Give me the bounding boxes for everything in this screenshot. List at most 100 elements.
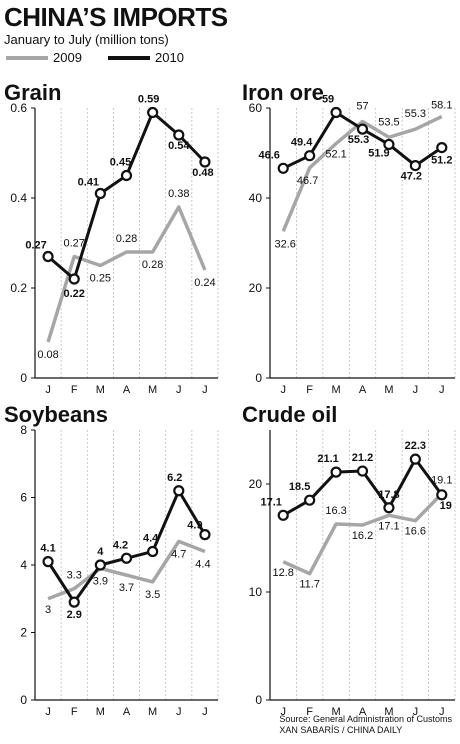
source-line: Source: General Administration of Custom… <box>279 714 452 724</box>
x-tick-label: J <box>45 384 51 396</box>
data-point-2010 <box>330 466 342 478</box>
data-label-2009: 16.6 <box>405 526 426 538</box>
chart-panel: Soybeans 0 2 4 6 8 J F M A M J J 3 3.3 3.9 3.7 3.5 4.7 4.4 4… <box>4 402 219 718</box>
y-tick-label: 4 <box>20 558 27 572</box>
x-tick-label: J <box>280 384 286 396</box>
x-tick-label: J <box>280 706 286 718</box>
legend-swatch-2009 <box>6 55 48 60</box>
data-point-2010 <box>409 453 421 465</box>
data-label-2010: 22.3 <box>405 440 426 452</box>
data-point-2010 <box>94 559 106 571</box>
data-point-2010 <box>68 273 80 285</box>
data-point-2010 <box>277 509 289 521</box>
data-label-2010: 0.48 <box>192 167 213 179</box>
data-label-2009: 3 <box>45 604 51 616</box>
data-label-2010: 0.22 <box>64 288 85 300</box>
data-point-2010 <box>356 465 369 477</box>
x-tick-label: A <box>123 706 131 718</box>
data-label-2010: 46.6 <box>259 149 280 161</box>
y-tick-label: 10 <box>249 585 263 599</box>
chart-title: Iron ore <box>242 80 324 105</box>
y-tick-label: 20 <box>249 281 263 295</box>
data-label-2010: 21.1 <box>317 453 338 465</box>
data-point-2010 <box>199 529 211 541</box>
data-label-2009: 57 <box>356 101 368 113</box>
x-tick-label: J <box>413 384 419 396</box>
data-point-2010 <box>277 162 289 174</box>
x-tick-label: J <box>439 706 445 718</box>
data-label-2009: 55.3 <box>405 108 426 120</box>
data-label-2009: 3.9 <box>93 575 108 587</box>
data-label-2009: 0.28 <box>116 233 137 245</box>
legend-item-2010: 2010 <box>108 50 184 65</box>
credit-line: XAN SABARÍS / CHINA DAILY <box>279 725 403 735</box>
data-point-2010 <box>147 106 159 119</box>
data-point-2010 <box>356 123 369 135</box>
y-tick-label: 0.4 <box>10 191 27 205</box>
data-label-2009: 0.27 <box>64 238 85 250</box>
data-label-2010: 0.54 <box>168 140 190 152</box>
data-label-2009: 3.3 <box>67 570 82 582</box>
data-label-2010: 0.59 <box>138 94 159 106</box>
chart-title: Soybeans <box>4 402 108 427</box>
data-label-2009: 4.7 <box>171 548 186 560</box>
data-label-2010: 21.2 <box>352 452 373 464</box>
x-tick-label: A <box>359 706 367 718</box>
x-tick-label: M <box>96 384 105 396</box>
chart-title: Grain <box>4 80 61 105</box>
data-label-2010: 4.1 <box>40 543 55 555</box>
x-tick-label: J <box>202 384 208 396</box>
data-label-2010: 55.3 <box>348 134 369 146</box>
source-note: Source: General Administration of Custom… <box>279 714 452 736</box>
x-tick-label: M <box>148 706 157 718</box>
data-label-2009: 0.38 <box>168 188 189 200</box>
data-label-2010: 17.8 <box>378 489 399 501</box>
x-tick-label: M <box>331 706 340 718</box>
x-tick-label: F <box>306 384 313 396</box>
data-label-2010: 4.2 <box>113 539 128 551</box>
y-tick-label: 6 <box>20 491 27 505</box>
x-tick-label: J <box>45 706 51 718</box>
data-label-2009: 53.5 <box>378 116 399 128</box>
y-tick-label: 0.2 <box>10 281 27 295</box>
data-point-2010 <box>304 494 316 506</box>
chart-title: Crude oil <box>242 402 337 427</box>
data-label-2010: 49.4 <box>291 137 313 149</box>
data-label-2010: 18.5 <box>289 481 310 493</box>
data-label-2010: 51.9 <box>368 147 389 159</box>
data-label-2009: 3.5 <box>145 589 160 601</box>
legend-label-2009: 2009 <box>53 50 82 65</box>
data-label-2009: 52.1 <box>325 149 346 161</box>
x-tick-label: F <box>306 706 313 718</box>
x-tick-label: F <box>71 706 78 718</box>
x-tick-label: M <box>96 706 105 718</box>
data-label-2010: 0.27 <box>25 240 46 252</box>
x-tick-label: J <box>439 384 445 396</box>
legend-item-2009: 2009 <box>6 50 82 65</box>
data-point-2010 <box>173 485 185 497</box>
data-point-2010 <box>436 142 448 154</box>
data-label-2009: 11.7 <box>299 579 320 591</box>
x-tick-label: J <box>202 706 208 718</box>
data-label-2010: 0.41 <box>78 177 99 189</box>
data-label-2010: 4.9 <box>187 520 202 532</box>
y-tick-label: 2 <box>20 626 27 640</box>
chart-panel: Grain 0 0.2 0.4 0.6 J F M A M J J 0.08 0.27 0.25 0.28 0.… <box>4 80 219 396</box>
data-label-2009: 16.2 <box>352 530 373 542</box>
y-tick-label: 20 <box>249 477 263 491</box>
series-line-2009 <box>47 539 206 601</box>
data-label-2010: 19 <box>440 500 452 512</box>
data-label-2010: 59 <box>322 94 334 106</box>
x-tick-label: M <box>384 706 393 718</box>
data-label-2009: 19.1 <box>431 475 452 487</box>
x-tick-label: F <box>71 384 78 396</box>
y-tick-label: 8 <box>20 423 27 437</box>
x-tick-label: M <box>384 384 393 396</box>
data-label-2009: 58.1 <box>431 100 452 112</box>
x-tick-label: A <box>359 384 367 396</box>
data-point-2010 <box>120 552 133 564</box>
series-line-2009 <box>46 205 207 343</box>
data-point-2010 <box>383 138 395 151</box>
data-label-2009: 46.7 <box>297 175 318 187</box>
x-tick-label: A <box>123 384 131 396</box>
